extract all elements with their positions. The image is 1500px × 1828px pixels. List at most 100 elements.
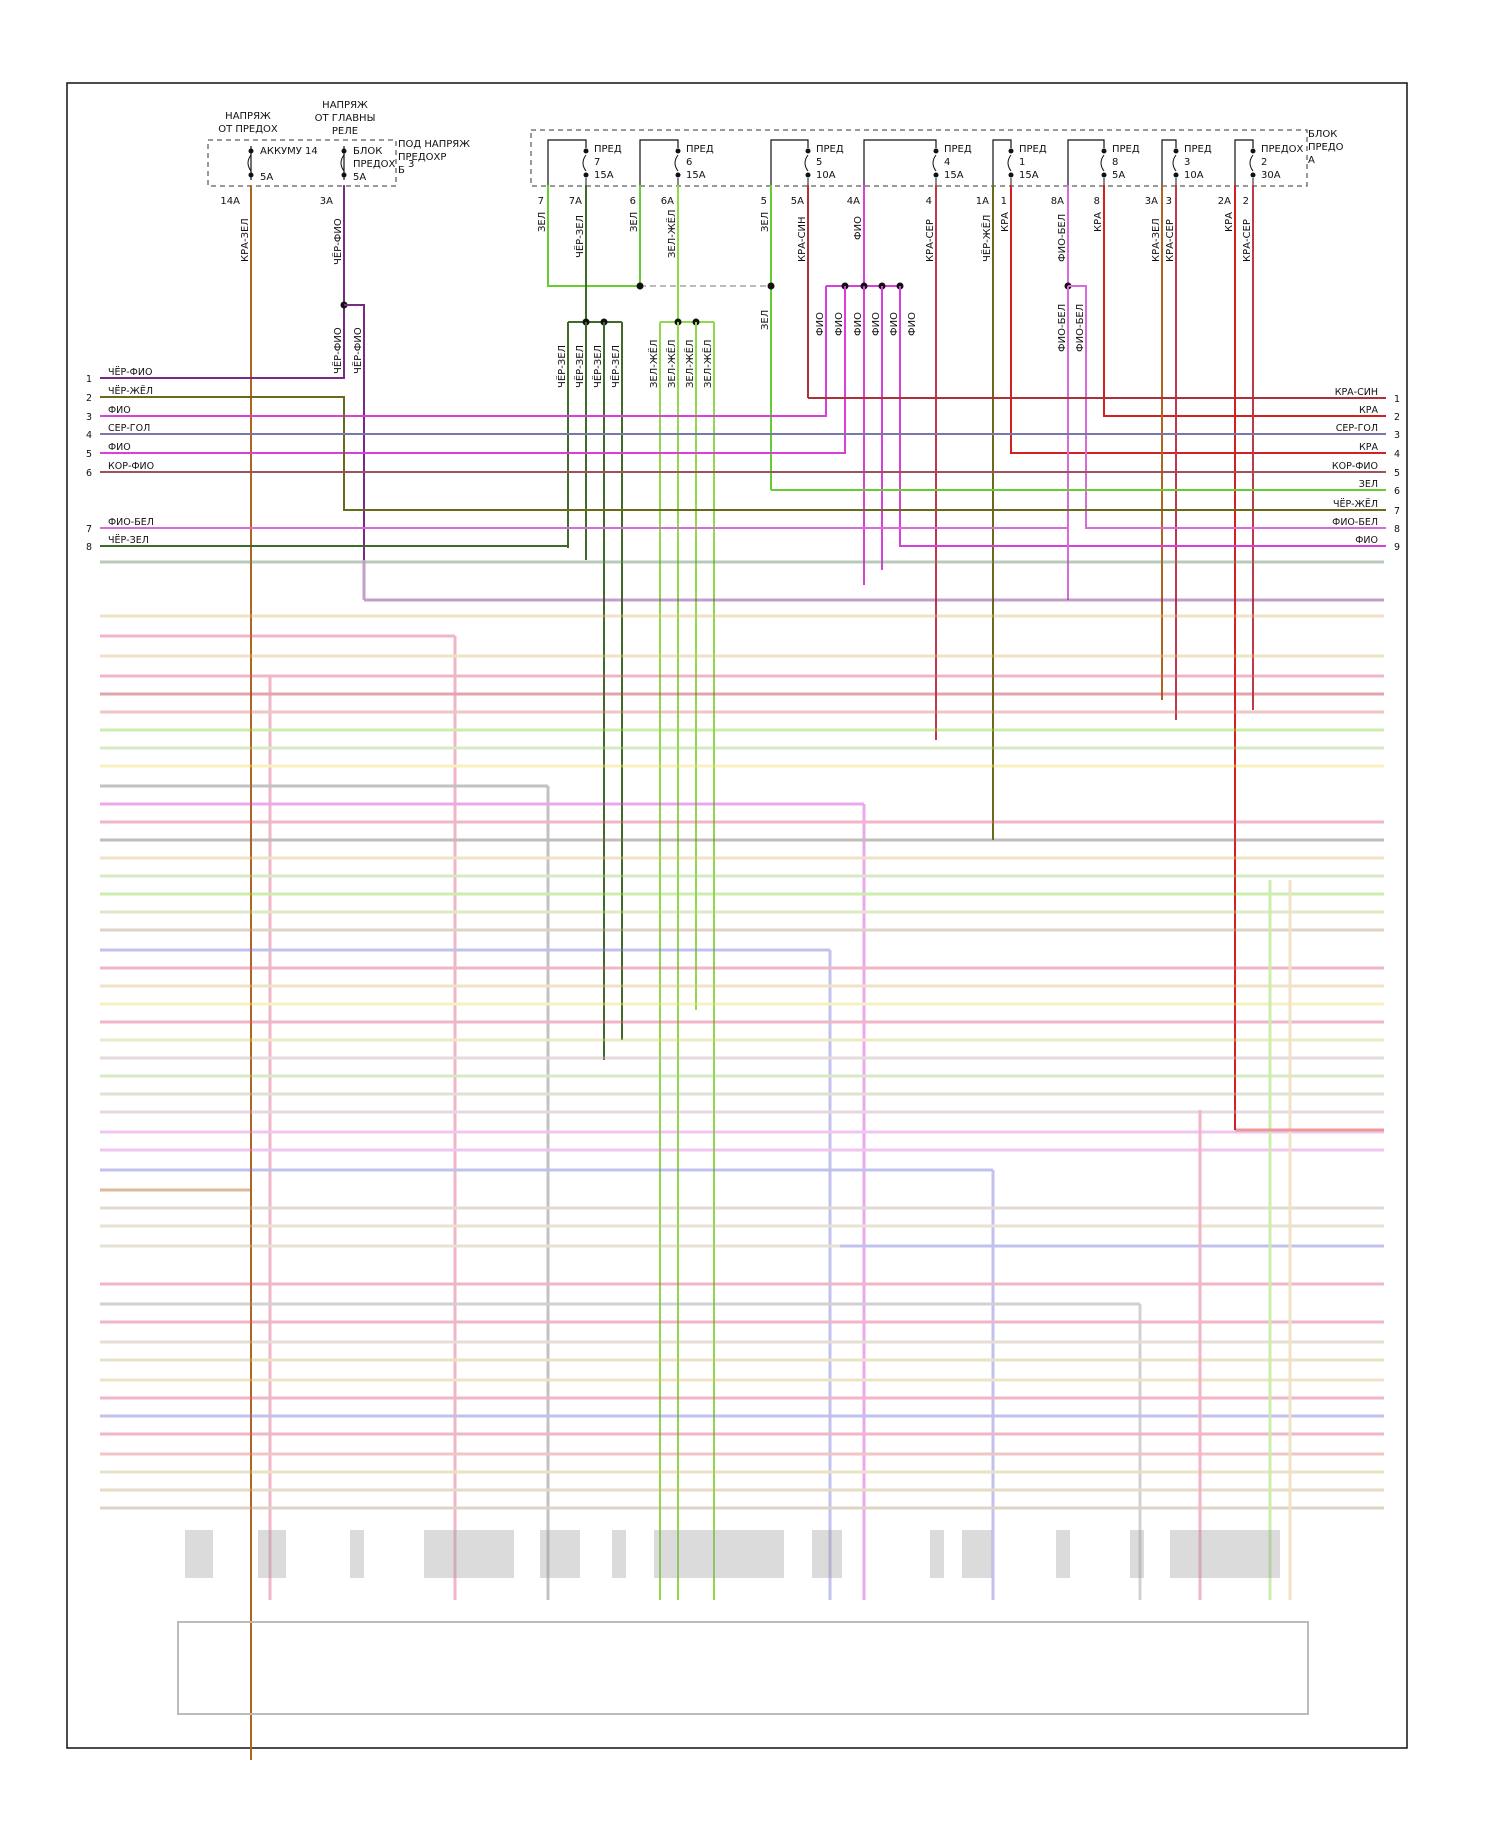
wire-fio-to-right-9 — [899, 286, 1384, 547]
fuse-5-pin-left: 5 — [761, 196, 767, 207]
fuse-4: ПРЕД 4 15A 4A 4 — [847, 139, 972, 207]
fuse-block-a-line3: А — [1308, 155, 1315, 166]
fuse-6: ПРЕД 6 15A 6 6A — [630, 139, 714, 207]
hot-fuse-block-line2: ПРЕДОХР — [398, 152, 446, 163]
fuse-blok-amp: 5A — [353, 172, 366, 183]
volt-from-relay-line3: РЕЛЕ — [332, 126, 358, 137]
wire-cher-zhel-left2 — [104, 396, 1384, 511]
wire-kra-8 — [1103, 185, 1384, 417]
wire-label-fio-bel-3: ФИО-БЕЛ — [1075, 304, 1086, 352]
hot-fuse-block-box — [207, 139, 397, 187]
fuse-8-pin-left: 8A — [1051, 196, 1064, 207]
wire-label-kra-1: КРА — [1000, 212, 1011, 232]
module-box — [177, 1621, 1309, 1715]
right-pin-4-wire: КРА — [1359, 442, 1378, 453]
left-pin-1-number: 1 — [86, 374, 92, 385]
fuse-2-number: 2 — [1261, 157, 1267, 168]
wire-fio-to-left-5 — [104, 286, 846, 454]
wire-label-kra-ser-2: КРА-СЕР — [1165, 219, 1176, 262]
fuse-7-number: 7 — [594, 157, 600, 168]
wire-label-kra-ser-3: КРА-СЕР — [1242, 219, 1253, 262]
right-pin-5-number: 5 — [1394, 468, 1400, 479]
fuse-1: ПРЕД 1 15A 1A 1 — [976, 139, 1047, 207]
wire-label-fio-6: ФИО — [907, 312, 918, 336]
left-pin-8-wire: ЧЁР-ЗЕЛ — [108, 535, 149, 546]
left-pin-5-wire: ФИО — [108, 442, 131, 453]
fuse-block-a-box — [530, 129, 1308, 187]
volt-from-relay-line1: НАПРЯЖ — [322, 100, 368, 111]
fuse-2-pin-right: 2 — [1243, 196, 1249, 207]
right-pin-7-wire: ЧЁР-ЖЁЛ — [1333, 499, 1378, 510]
wire-label-kra-zel-2: КРА-ЗЕЛ — [1151, 218, 1162, 262]
right-pin-3-number: 3 — [1394, 430, 1400, 441]
left-connector: 1 ЧЁР-ФИО 2 ЧЁР-ЖЁЛ 3 ФИО 4 СЕР-ГОЛ 5 ФИО 6 КОР-ФИО… — [86, 367, 154, 553]
wire-label-cher-fio-1: ЧЁР-ФИО — [331, 218, 344, 265]
fuse-2-name: ПРЕДОХ — [1261, 144, 1304, 155]
right-pin-3-wire: СЕР-ГОЛ — [1336, 423, 1378, 434]
wire-label-fio-bel-2: ФИО-БЕЛ — [1057, 304, 1068, 352]
wire-cher-fio-branch — [344, 304, 365, 560]
wire-label-cher-zhel: ЧЁР-ЖЁЛ — [980, 215, 993, 262]
fuse-3: ПРЕД 3 10A 3A 3 — [1145, 139, 1212, 207]
right-pin-1-wire: КРА-СИН — [1335, 387, 1378, 398]
right-pin-1-number: 1 — [1394, 394, 1400, 405]
fuse-3-number: 3 — [1184, 157, 1190, 168]
wire-label-zel-zhel-2: ЗЕЛ-ЖЁЛ — [647, 340, 660, 388]
fuse-2: ПРЕДОХ 2 30A 2A 2 — [1218, 139, 1304, 207]
fuse-8: ПРЕД 8 5A 8A 8 — [1051, 139, 1140, 207]
wire-label-kra-3: КРА — [1224, 212, 1235, 232]
fuse-4-number: 4 — [944, 157, 950, 168]
wire-label-cher-zel-1: ЧЁР-ЗЕЛ — [573, 215, 586, 258]
fuse-4-pin-right: 4 — [926, 196, 932, 207]
splice-zel-a — [636, 282, 644, 290]
left-pin-3-wire: ФИО — [108, 405, 131, 416]
right-pin-8-number: 8 — [1394, 524, 1400, 535]
fuse-5-amp: 10A — [816, 170, 836, 181]
wire-cher-zel-left8 — [104, 545, 569, 548]
wire-label-zel-zhel-4: ЗЕЛ-ЖЁЛ — [683, 340, 696, 388]
wire-label-cher-zel-3: ЧЁР-ЗЕЛ — [573, 345, 586, 388]
fuse-3-pin-right: 3 — [1166, 196, 1172, 207]
wire-label-zel-2: ЗЕЛ — [629, 212, 640, 232]
right-pin-6-wire: ЗЕЛ — [1359, 479, 1378, 490]
fuse-block-a-line1: БЛОК — [1308, 129, 1337, 140]
wire-label-zel-4: ЗЕЛ — [760, 310, 771, 330]
lower-wiring-area — [100, 560, 1384, 1600]
right-pin-9-number: 9 — [1394, 542, 1400, 553]
fuse-6-amp: 15A — [686, 170, 706, 181]
left-pin-3-number: 3 — [86, 412, 92, 423]
left-pin-7-wire: ФИО-БЕЛ — [108, 517, 154, 528]
fuse-5-number: 5 — [816, 157, 822, 168]
wire-label-zel-1: ЗЕЛ — [537, 212, 548, 232]
wire-label-kra-ser-1: КРА-СЕР — [925, 219, 936, 262]
hot-fuse-block-line3: Б — [398, 165, 405, 176]
fuse-8-name: ПРЕД — [1112, 144, 1140, 155]
right-connector: КРА-СИН 1 КРА 2 СЕР-ГОЛ 3 КРА 4 КОР-ФИО 5 ЗЕЛ 6 ЧЁР-… — [1332, 387, 1400, 553]
fuse-akkumu: АККУМУ 14 5A 14A — [220, 146, 318, 207]
fuse-blok-line1: БЛОК — [353, 146, 382, 157]
wire-label-zel-zhel-5: ЗЕЛ-ЖЁЛ — [701, 340, 714, 388]
bottom-module-connectors — [185, 1530, 1280, 1578]
volt-from-fuse-line2: ОТ ПРЕДОХ — [218, 124, 278, 135]
right-pin-2-wire: КРА — [1359, 405, 1378, 416]
volt-from-relay-line2: ОТ ГЛАВНЫ — [315, 113, 376, 124]
right-pin-5-wire: КОР-ФИО — [1332, 461, 1378, 472]
fuse-3-name: ПРЕД — [1184, 144, 1212, 155]
wire-label-fio-3: ФИО — [853, 312, 864, 336]
fuse-7-amp: 15A — [594, 170, 614, 181]
wire-fio-bel-to-right-8 — [1068, 285, 1384, 529]
left-pin-2-number: 2 — [86, 393, 92, 404]
right-pin-6-number: 6 — [1394, 486, 1400, 497]
left-pin-6-wire: КОР-ФИО — [108, 461, 154, 472]
right-pin-8-wire: ФИО-БЕЛ — [1332, 517, 1378, 528]
left-pin-1-wire: ЧЁР-ФИО — [108, 367, 152, 378]
wire-label-zel-3: ЗЕЛ — [760, 212, 771, 232]
fuse-akkumu-pin: 14A — [220, 196, 240, 207]
wire-label-cher-fio-2: ЧЁР-ФИО — [331, 327, 344, 374]
fuse-blok-line2: ПРЕДОХ — [353, 159, 396, 170]
wire-cher-fio-main — [104, 185, 345, 379]
fuse-8-number: 8 — [1112, 157, 1118, 168]
wire-label-kra-zel: КРА-ЗЕЛ — [240, 218, 251, 262]
